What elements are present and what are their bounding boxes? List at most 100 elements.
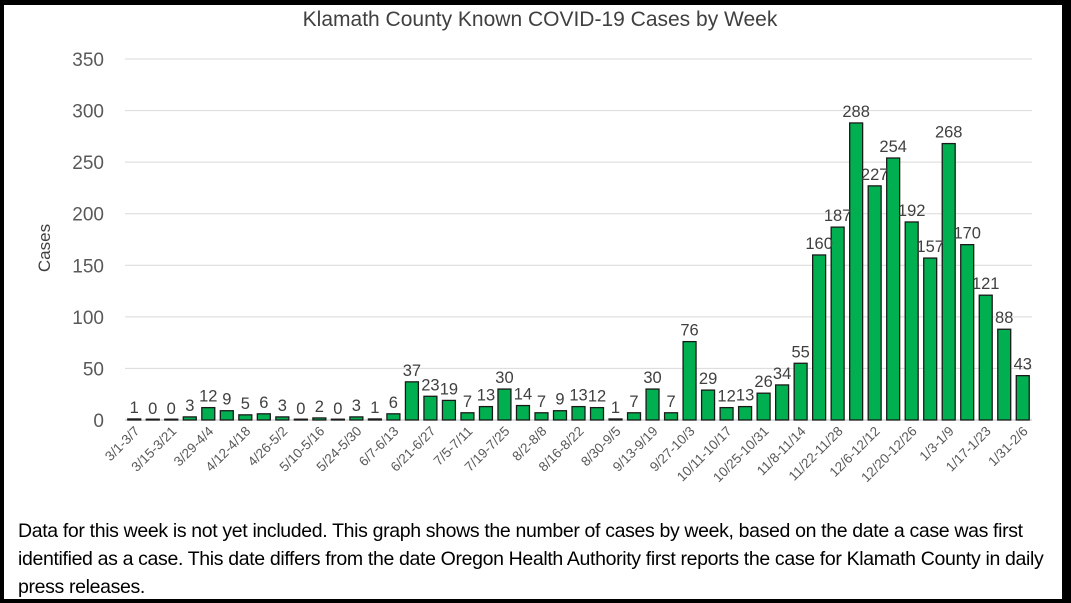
y-tick-label: 200 [72, 205, 104, 226]
y-tick-label: 300 [72, 102, 104, 123]
bar [478, 405, 494, 421]
data-label: 3 [352, 397, 361, 415]
data-label: 9 [222, 391, 231, 409]
data-label: 254 [879, 138, 907, 156]
bar [534, 412, 549, 421]
data-label: 13 [736, 387, 754, 405]
bar [663, 412, 679, 421]
data-label: 121 [972, 275, 1000, 293]
data-label: 13 [477, 387, 495, 405]
y-tick-label: 250 [72, 153, 104, 174]
data-label: 170 [953, 225, 981, 243]
data-label: 3 [185, 397, 194, 415]
data-label: 37 [403, 362, 421, 380]
data-label: 1 [130, 399, 139, 417]
x-axis-ticks: 3/1-3/73/15-3/213/29-4/44/12-4/184/26-5/… [102, 423, 1031, 485]
data-label: 1 [611, 399, 620, 417]
data-label: 19 [440, 380, 458, 398]
bar [719, 406, 734, 421]
bar [737, 405, 753, 421]
bar [552, 410, 568, 421]
data-label: 7 [666, 393, 675, 411]
bar [312, 417, 327, 421]
bar [960, 244, 975, 421]
data-label: 0 [167, 400, 176, 418]
gridlines [125, 58, 1032, 421]
data-label: 29 [699, 370, 717, 388]
data-label: 12 [717, 388, 735, 406]
bar [774, 384, 790, 421]
bar [164, 418, 179, 421]
bar [608, 418, 623, 421]
data-label: 26 [754, 373, 772, 391]
x-tick-label: 1/31-2/6 [985, 424, 1031, 470]
bar [201, 406, 216, 421]
data-label: 2 [315, 398, 324, 416]
data-label: 5 [241, 395, 250, 413]
data-label: 288 [842, 103, 870, 121]
data-label: 55 [791, 343, 809, 361]
data-label: 3 [278, 397, 287, 415]
data-label: 0 [148, 400, 157, 418]
data-label: 268 [935, 124, 963, 142]
bar [238, 414, 253, 421]
bar-chart: Klamath County Known COVID-19 Cases by W… [35, 8, 1032, 485]
y-tick-label: 0 [93, 411, 104, 432]
data-label: 13 [569, 387, 587, 405]
data-label: 30 [495, 369, 513, 387]
bar [330, 418, 345, 421]
bar [571, 405, 586, 421]
data-label: 12 [588, 388, 606, 406]
data-label: 7 [463, 393, 472, 411]
data-label: 1 [370, 399, 379, 417]
data-label: 227 [861, 166, 889, 184]
bar [404, 381, 420, 421]
y-tick-label: 150 [72, 256, 104, 277]
chart-caption: Data for this week is not yet included. … [18, 520, 1044, 598]
bar [867, 185, 882, 421]
bar [997, 328, 1012, 421]
bar [1015, 374, 1030, 421]
bar [941, 142, 956, 421]
bar [275, 416, 290, 421]
bar [219, 410, 234, 421]
data-label: 7 [629, 393, 638, 411]
data-label: 43 [1014, 356, 1032, 374]
chart-frame: Klamath County Known COVID-19 Cases by W… [4, 5, 1062, 599]
data-label: 88 [995, 309, 1013, 327]
data-label: 9 [555, 391, 564, 409]
bar [497, 388, 512, 421]
data-label: 192 [898, 202, 926, 220]
data-label: 34 [773, 365, 791, 383]
data-label: 6 [389, 394, 398, 412]
chart-title: Klamath County Known COVID-19 Cases by W… [303, 8, 778, 31]
y-tick-label: 50 [83, 359, 104, 380]
y-tick-label: 100 [72, 308, 104, 329]
bar [349, 416, 364, 421]
data-label: 6 [259, 394, 268, 412]
bar [682, 340, 697, 421]
bar [978, 294, 993, 421]
bar [145, 418, 160, 421]
y-tick-label: 350 [72, 50, 104, 71]
bar [127, 418, 142, 421]
bar [515, 404, 531, 421]
bar [849, 122, 864, 421]
bars [127, 122, 1030, 421]
bar [460, 412, 475, 421]
bar [700, 389, 716, 421]
data-label: 160 [805, 235, 833, 253]
bar [812, 254, 827, 421]
bar [441, 399, 457, 421]
bar [645, 388, 660, 421]
bar [756, 392, 771, 421]
data-label: 23 [421, 376, 439, 394]
bar [182, 416, 197, 421]
data-label: 12 [199, 388, 217, 406]
y-axis-label: Cases [35, 224, 54, 272]
data-label: 76 [680, 322, 698, 340]
bar [923, 257, 938, 421]
bar [386, 413, 401, 421]
bar [793, 362, 808, 421]
